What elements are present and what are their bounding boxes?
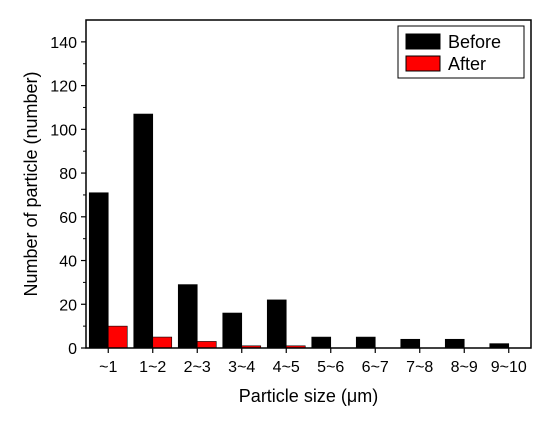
plot-marks [88,113,510,349]
bar-after-2to-3 [196,341,217,349]
y-axis-title: Number of particle (number) [21,71,41,296]
bar-before-1to-2 [133,113,154,349]
legend-label-after: After [448,54,486,74]
y-tick-label: 0 [68,341,77,358]
bar-before-8to-9 [444,338,465,349]
x-tick-label: 2~3 [184,359,211,376]
x-tick-label: 9~10 [491,359,527,376]
legend: Before After [397,25,525,79]
legend-swatch-after [405,55,441,72]
x-tick-label: ~1 [99,359,117,376]
x-axis-title: Particle size (μm) [239,386,378,406]
y-tick-label: 20 [59,297,77,314]
y-tick-label: 60 [59,210,77,227]
y-tick-label: 40 [59,254,77,271]
plot-frame [85,19,532,349]
x-tick-label: 6~7 [362,359,389,376]
bar-after-to-1 [107,325,128,349]
x-tick-label: 7~8 [406,359,433,376]
axis-ticks: ~1 1~2 2~3 3~4 4~5 5~6 6~7 7~8 8~9 9~10 0 20 40 60 80 1… [50,35,527,376]
x-tick-label: 3~4 [228,359,255,376]
y-tick-label: 140 [50,35,77,52]
legend-label-before: Before [448,32,501,52]
x-tick-label: 1~2 [139,359,166,376]
y-tick-label: 120 [50,79,77,96]
x-tick-label: 8~9 [451,359,478,376]
y-tick-label: 100 [50,122,77,139]
bar-before-3to-4 [222,312,243,349]
bar-before-7to-8 [400,338,421,349]
bar-before-4to-5 [266,299,287,349]
x-tick-label: 5~6 [317,359,344,376]
bar-before-6to-7 [355,336,376,349]
y-tick-label: 80 [59,166,77,183]
bar-before-to-1 [88,192,109,349]
bar-after-1to-2 [152,336,173,349]
bar-before-5to-6 [311,336,332,349]
legend-swatch-before [405,33,441,50]
bar-before-2to-3 [177,284,198,349]
x-tick-label: 4~5 [273,359,300,376]
